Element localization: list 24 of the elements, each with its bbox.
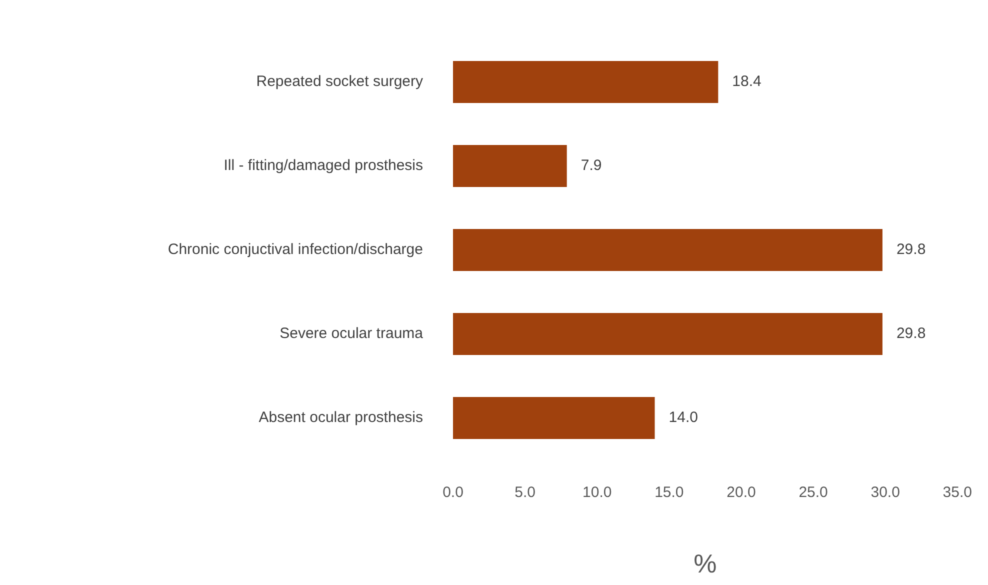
x-tick-label: 15.0	[654, 484, 684, 502]
data-label: 29.8	[896, 241, 926, 258]
x-tick-label: 20.0	[726, 484, 756, 502]
bar	[453, 313, 882, 355]
x-tick-label: 35.0	[942, 484, 972, 502]
x-tick-label: 25.0	[798, 484, 828, 502]
y-tick-label: Chronic conjuctival infection/discharge	[168, 241, 423, 258]
bar	[453, 397, 655, 439]
x-axis-title: %	[694, 548, 717, 579]
bar	[453, 229, 882, 271]
x-tick-label: 0.0	[442, 484, 464, 502]
x-tick-label: 30.0	[870, 484, 900, 502]
x-tick-label: 10.0	[582, 484, 612, 502]
data-label: 18.4	[732, 73, 762, 90]
y-tick-label: Ill - fitting/damaged prosthesis	[224, 157, 423, 174]
data-label: 29.8	[896, 325, 926, 342]
y-tick-label: Severe ocular trauma	[280, 325, 424, 342]
y-tick-label: Absent ocular prosthesis	[258, 409, 423, 426]
data-label: 7.9	[580, 157, 602, 174]
data-label: 14.0	[668, 409, 698, 426]
bar	[453, 61, 718, 103]
y-tick-label: Repeated socket surgery	[256, 73, 424, 90]
bar	[453, 145, 567, 187]
x-tick-label: 5.0	[514, 484, 536, 502]
